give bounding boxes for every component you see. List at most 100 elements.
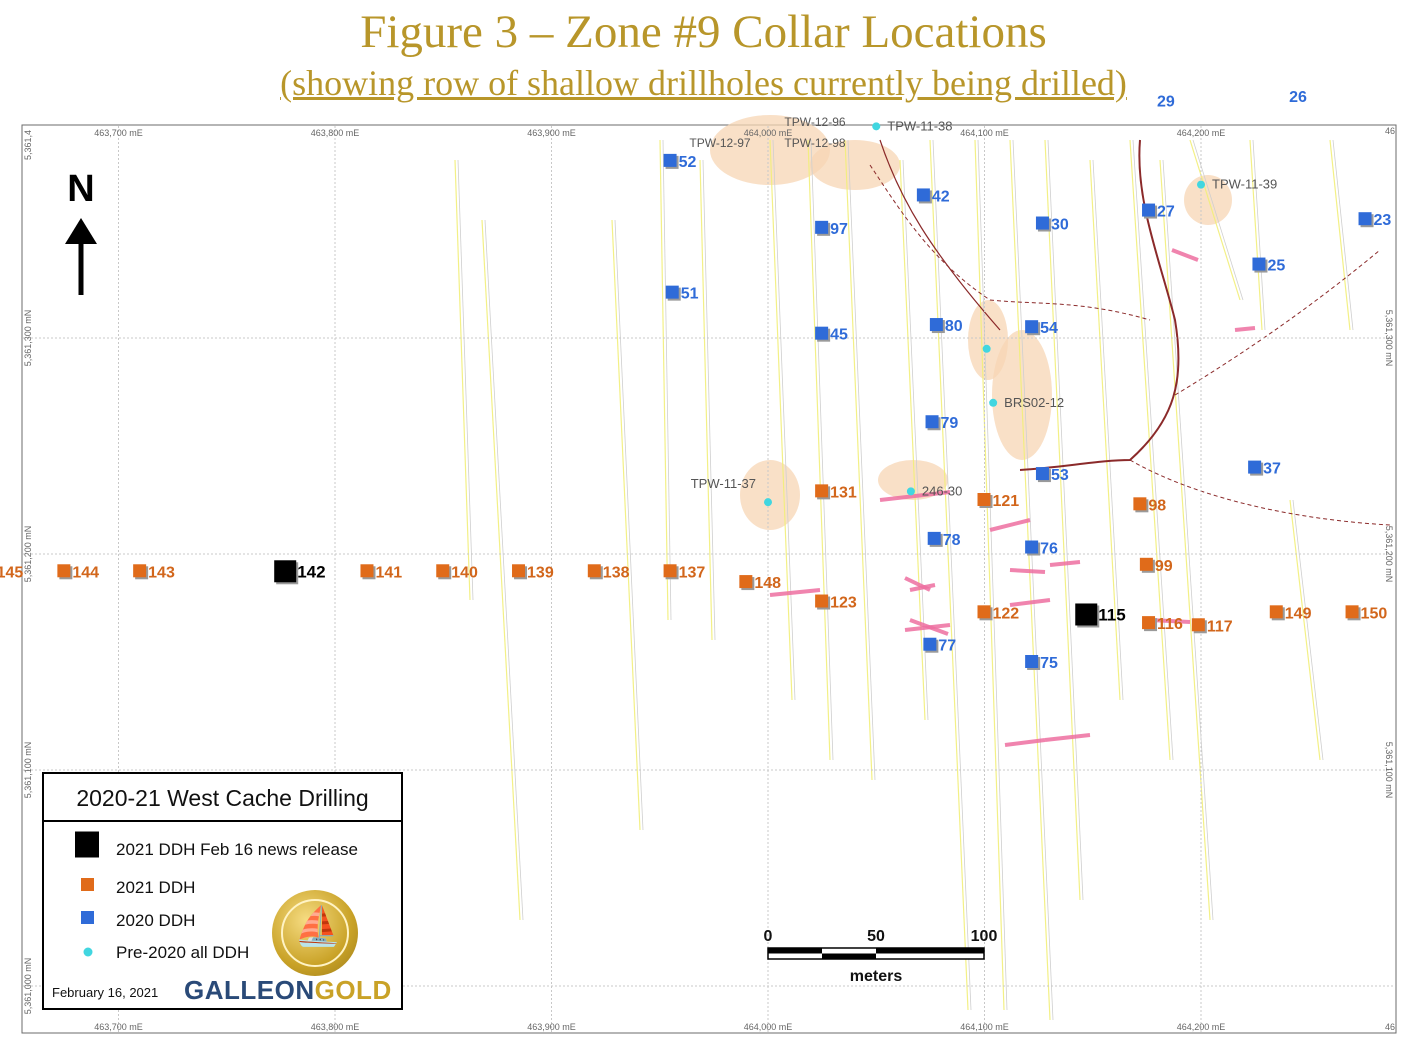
collar-2021: [360, 564, 374, 578]
easting-tick-bottom: 463,900 mE: [527, 1022, 576, 1032]
drill-trace: [454, 159, 471, 601]
scale-tick-0: 0: [764, 928, 773, 945]
drill-trace-shadow: [977, 139, 1008, 1011]
collar-2020-label: 30: [1051, 217, 1069, 234]
collar-2020: [927, 531, 941, 545]
collar-2020-label: 37: [1263, 461, 1281, 478]
collar-2020-label: 23: [1374, 212, 1392, 229]
corner-label: 46: [1385, 1022, 1395, 1032]
intercept: [1044, 733, 1091, 742]
collar-2020: [1252, 257, 1266, 271]
collar-release-label: 115: [1098, 605, 1125, 624]
drill-trace-shadow: [847, 139, 876, 781]
intercept: [989, 518, 1031, 532]
collar-2021-label: 143: [148, 564, 175, 581]
collar-2021-label: 150: [1361, 605, 1388, 622]
trail-line: [1129, 459, 1391, 526]
collar-2021: [663, 564, 677, 578]
collar-2021: [1345, 605, 1359, 619]
cyan-dot-icon: [82, 939, 94, 967]
collar-2021: [739, 575, 753, 589]
collar-2020: [1248, 460, 1262, 474]
northing-tick-right: 5,361,100 mN: [1384, 742, 1394, 799]
collar-2020: [665, 285, 679, 299]
collar-2021-label: 122: [993, 605, 1020, 622]
drill-trace: [844, 139, 873, 781]
collar-2021-label: 131: [830, 484, 857, 501]
pre2020-hole-label: TPW-12-97: [689, 136, 750, 150]
collar-2021: [587, 564, 601, 578]
collar-2020: [815, 220, 829, 234]
black-square-icon: [75, 831, 101, 869]
drill-trace-shadow: [810, 139, 834, 761]
drill-trace: [1159, 159, 1211, 921]
collar-2021-label: 140: [451, 564, 478, 581]
pre2020-collar: [906, 487, 915, 496]
collar-2021: [133, 564, 147, 578]
collar-2020-label: 76: [1040, 541, 1058, 558]
collar-release-label: 142: [297, 562, 325, 581]
collar-2020-label: 45: [830, 327, 848, 344]
figure-subtitle: (showing row of shallow drillholes curre…: [280, 63, 1127, 103]
drill-trace: [807, 139, 831, 761]
drill-trace-shadow: [932, 139, 972, 1011]
scale-bar-segment-2: [822, 953, 876, 959]
collar-2020-label: 29: [1157, 93, 1175, 110]
easting-tick-top: 463,900 mE: [527, 128, 576, 138]
collar-2021-label: 123: [830, 595, 857, 612]
collar-2020: [815, 326, 829, 340]
easting-tick-top: 464,000 mE: [744, 128, 793, 138]
collar-2021-label: 141: [375, 564, 402, 581]
legend: 2020-21 West Cache Drilling 2021 DDH Feb…: [42, 772, 403, 1010]
galleon-ship-logo-icon: ⛵: [272, 890, 358, 976]
pre2020-hole-label: TPW-11-37: [691, 476, 756, 491]
legend-title: 2020-21 West Cache Drilling: [44, 774, 401, 822]
intercept: [769, 588, 821, 597]
easting-tick-top: 463,700 mE: [94, 128, 143, 138]
drill-trace: [1089, 159, 1121, 701]
scale-bar-segment-1: [768, 948, 822, 954]
grid-labels: 463,700 mE 463,800 mE 463,900 mE 464,000 mE…: [23, 126, 1395, 1032]
drill-trace-shadow: [772, 139, 796, 701]
scale-unit: meters: [850, 968, 903, 985]
pre2020-collar: [982, 344, 991, 353]
drill-trace: [1129, 139, 1171, 761]
drill-trace: [1329, 139, 1351, 331]
drill-trace-shadow: [1132, 139, 1174, 761]
collar-2020: [1035, 216, 1049, 230]
intercept: [1049, 560, 1081, 567]
brand-part-2: GOLD: [314, 975, 392, 1005]
company-brand: GALLEONGOLD: [184, 975, 392, 1006]
trail-line: [869, 164, 1151, 321]
alteration-zone: [740, 460, 800, 530]
northing-tick-left: 5,361,100 mN: [23, 742, 33, 799]
northing-tick-left: 5,361,000 mN: [23, 958, 33, 1015]
collar-2020: [663, 153, 677, 167]
scale-tick-50: 50: [867, 928, 885, 945]
northing-tick-left: 5,361,200 mN: [23, 526, 33, 583]
drill-trace: [1044, 139, 1081, 901]
collar-2020: [1142, 203, 1156, 217]
easting-tick-bottom: 464,000 mE: [744, 1022, 793, 1032]
collar-2020: [1025, 540, 1039, 554]
alteration-zone: [810, 140, 900, 190]
legend-item-pre2020-label: Pre-2020 all DDH: [116, 943, 250, 962]
north-arrow-head: [65, 218, 97, 244]
north-arrow-label: N: [67, 168, 94, 210]
collar-2021: [1191, 618, 1205, 632]
intercept: [909, 618, 949, 636]
easting-tick-top: 464,200 mE: [1177, 128, 1226, 138]
pre2020-hole-label: 246-30: [922, 483, 962, 498]
drill-trace-shadow: [1092, 159, 1124, 701]
drill-trace: [1189, 139, 1241, 301]
intercept: [1234, 326, 1256, 332]
collar-2021: [57, 564, 71, 578]
intercept: [1004, 738, 1046, 747]
pre2020-hole-label: BRS02-12: [1004, 395, 1064, 410]
orange-square-icon: [80, 874, 96, 902]
easting-tick-bottom: 463,700 mE: [94, 1022, 143, 1032]
background-features: [454, 115, 1391, 1021]
collar-2021-label: 116: [1157, 616, 1183, 633]
pre2020-hole-label: TPW-12-98: [784, 136, 845, 150]
collar-2021: [1139, 557, 1153, 571]
